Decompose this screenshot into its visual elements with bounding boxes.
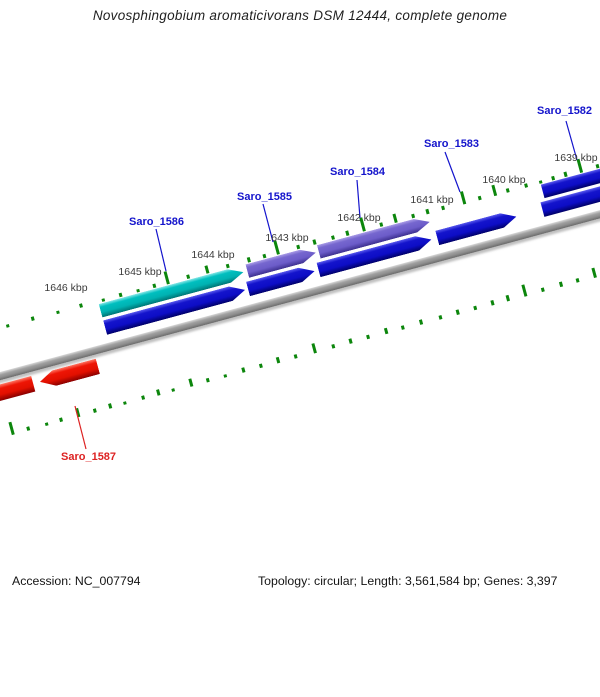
gene-tick [331, 235, 335, 240]
gene-tick [491, 184, 498, 197]
gene-tick [505, 294, 511, 302]
gene-tick [400, 325, 405, 330]
gene-label-Saro_1586[interactable]: Saro_1586 [129, 216, 185, 228]
gene-tick [275, 356, 281, 364]
gene-tick [551, 175, 556, 181]
gene-tick [459, 191, 467, 205]
gene-tick [136, 288, 140, 293]
gene-tick [205, 377, 210, 383]
position-label: 1642 kbp [337, 212, 381, 224]
gene-tick [56, 310, 60, 315]
gene-tick [455, 309, 460, 316]
gene-tick [411, 213, 416, 219]
gene-tick [348, 338, 353, 344]
gene-tick [540, 287, 545, 293]
gene-tick [331, 343, 336, 349]
gene-tick [123, 401, 127, 405]
gene-tick [30, 316, 35, 321]
gene-tick [79, 303, 83, 308]
gene-tick [563, 171, 568, 178]
gene-tick [59, 417, 64, 423]
gene-tick [591, 267, 597, 279]
gene-tick [92, 408, 97, 413]
page-title: Novosphingobium aromaticivorans DSM 1244… [92, 8, 508, 23]
gene-tick [418, 319, 424, 325]
gene-tick [44, 422, 49, 426]
gene-tick [188, 378, 194, 387]
gene-arrow-cds[interactable] [0, 376, 36, 409]
gene-tick [223, 374, 228, 378]
position-label: 1646 kbp [44, 282, 88, 294]
position-label: 1639 kbp [554, 152, 598, 164]
position-label: 1645 kbp [118, 266, 162, 278]
gene-tick [392, 213, 398, 224]
gene-tick [490, 300, 495, 306]
gene-tick [575, 278, 580, 283]
gene-label-Saro_1583[interactable]: Saro_1583 [424, 138, 480, 150]
gene-tick [5, 324, 10, 328]
gene-tick [241, 367, 246, 373]
gene-tick [26, 426, 31, 431]
gene-tick [312, 239, 317, 245]
accession-text: Accession: NC_007794 [12, 574, 141, 588]
gene-tick [345, 230, 350, 237]
gene-tick [101, 298, 106, 302]
gene-label-Saro_1584[interactable]: Saro_1584 [330, 166, 386, 178]
gene-tick [171, 388, 176, 392]
gene-tick [293, 354, 298, 359]
gene-tick [441, 205, 446, 211]
gene-tick [152, 283, 157, 289]
gene-tick [258, 363, 263, 369]
gene-tick [477, 195, 482, 201]
position-label: 1644 kbp [191, 249, 235, 261]
gene-label-Saro_1587[interactable]: Saro_1587 [61, 451, 117, 463]
gene-tick [141, 395, 146, 400]
gene-label-Saro_1585[interactable]: Saro_1585 [237, 191, 293, 203]
gene-tick [473, 305, 478, 311]
gene-tick [108, 403, 113, 409]
gene-tick [383, 327, 389, 335]
gene-tick [425, 208, 430, 215]
gene-tick [521, 284, 528, 297]
gene-tick [262, 253, 267, 259]
gene-tick [156, 389, 161, 396]
gene-tick [118, 292, 123, 298]
gene-tick [595, 163, 600, 169]
genome-summary-text: Topology: circular; Length: 3,561,584 bp… [258, 574, 558, 588]
gene-tick [366, 334, 371, 340]
gene-tick [225, 263, 230, 269]
gene-label-Saro_1582[interactable]: Saro_1582 [537, 105, 593, 117]
position-label: 1643 kbp [265, 232, 309, 244]
gene-tick [438, 315, 443, 320]
gene-tick [296, 244, 301, 250]
gene-tick [311, 343, 317, 354]
gene-tick [558, 281, 564, 288]
gene-tick [75, 407, 81, 418]
gene-tick [163, 271, 170, 285]
gene-tick [8, 421, 15, 436]
gene-tick [246, 256, 251, 263]
gene-tick [505, 188, 510, 193]
position-label: 1641 kbp [410, 194, 454, 206]
gene-tick [204, 265, 210, 274]
gene-tick [186, 274, 191, 280]
position-label: 1640 kbp [482, 174, 526, 186]
